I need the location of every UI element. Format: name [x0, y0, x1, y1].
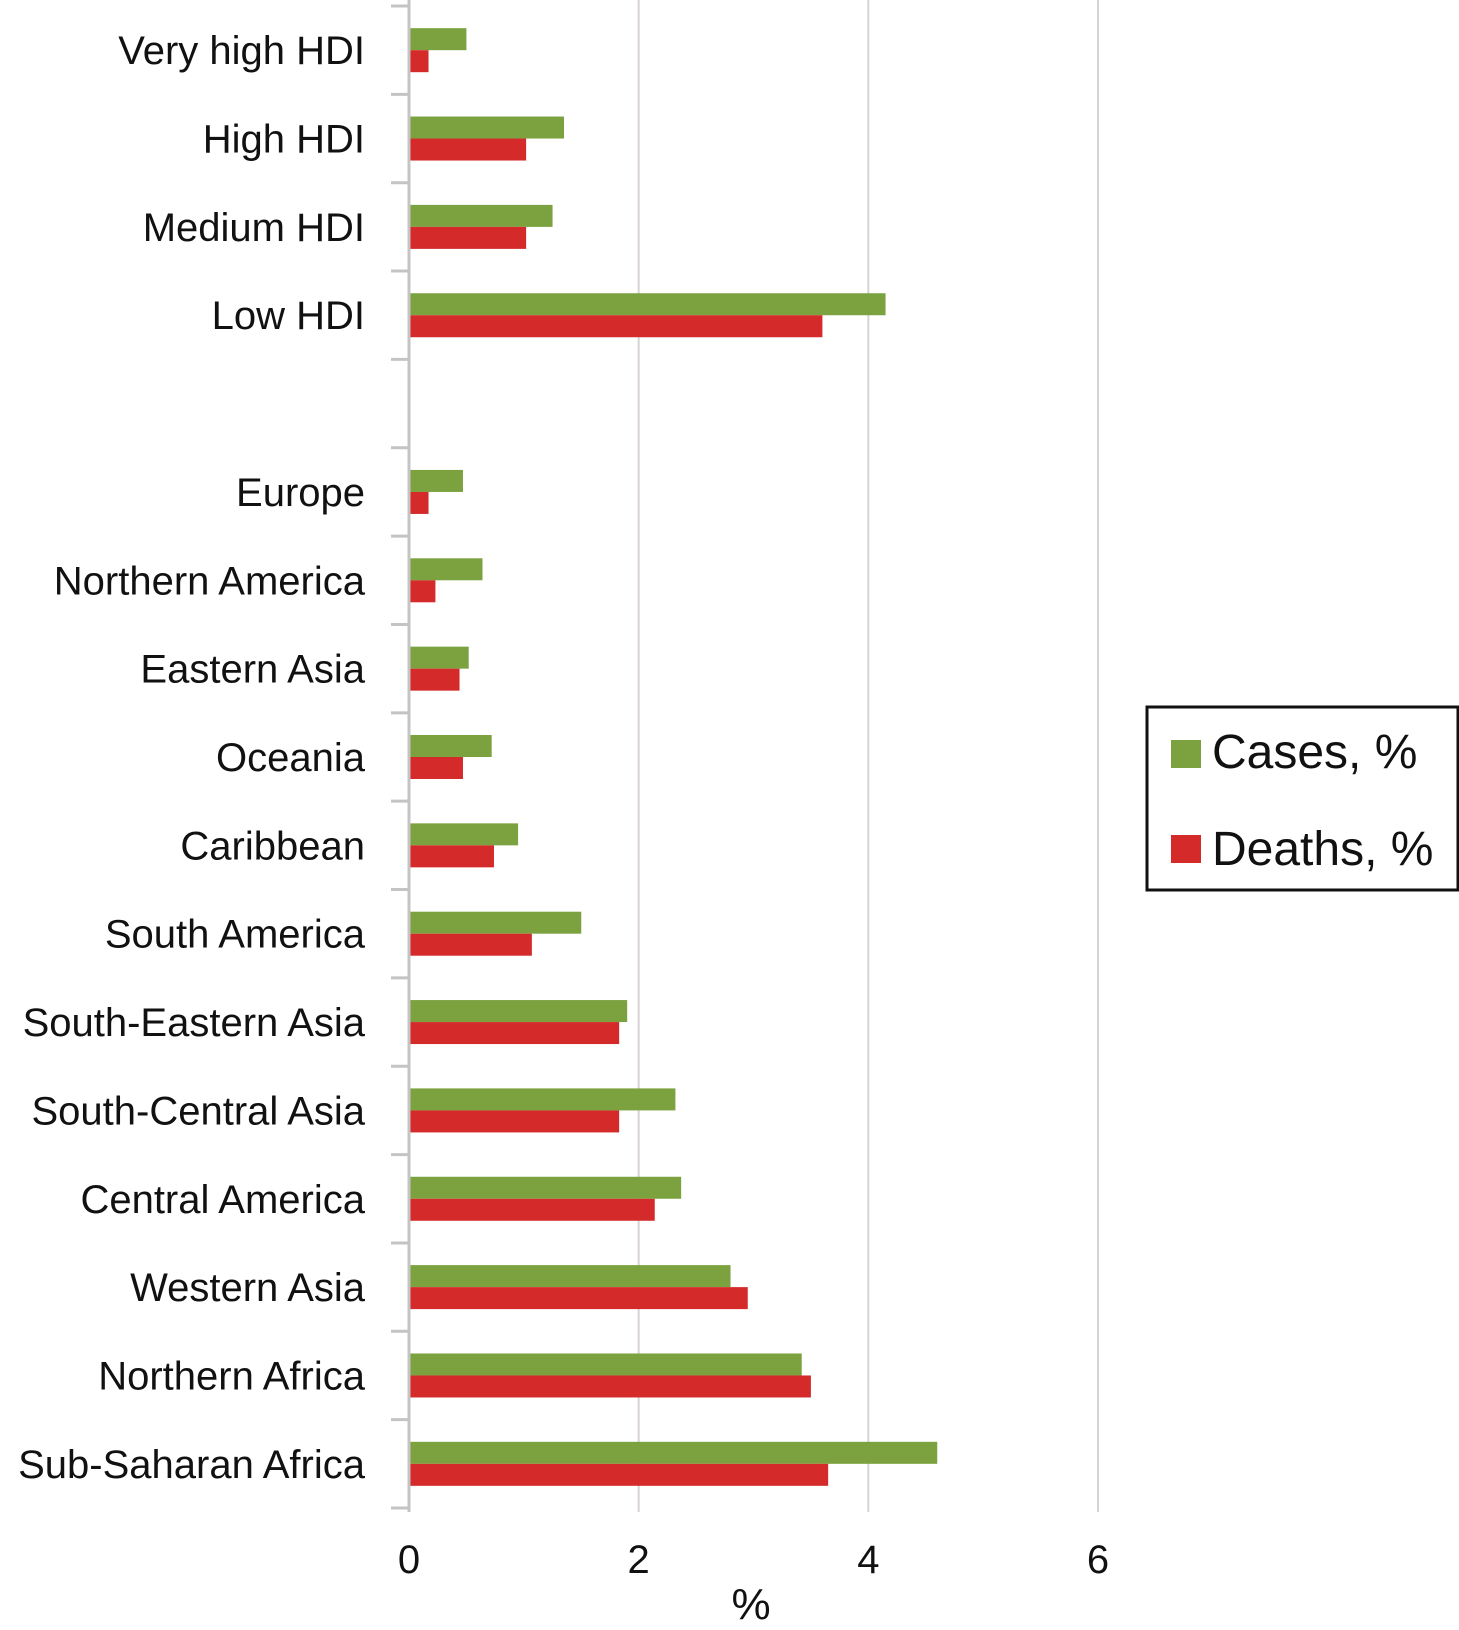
category-label-very-high-hdi: Very high HDI	[118, 29, 365, 73]
bar-cases-europe	[409, 469, 463, 492]
bar-cases-oceania	[409, 735, 492, 757]
category-label-south-central-asia: South-Central Asia	[31, 1089, 365, 1133]
legend-label-cases: Cases, %	[1212, 726, 1417, 779]
grid-lines	[637, 0, 1099, 1512]
legend-label-deaths: Deaths, %	[1212, 823, 1433, 876]
category-label-northern-america: Northern America	[54, 559, 366, 603]
legend: Cases, % Deaths, %	[1145, 705, 1459, 892]
bar-cases-south-america	[409, 911, 582, 934]
category-label-central-america: Central America	[80, 1178, 365, 1222]
bar-cases-northern-america	[409, 558, 483, 581]
bar-cases-high-hdi	[409, 116, 565, 139]
bar-deaths-high-hdi	[409, 138, 527, 161]
bar-cases-medium-hdi	[409, 204, 553, 227]
category-label-low-hdi: Low HDI	[212, 294, 365, 338]
legend-swatch-cases	[1171, 740, 1201, 768]
bar-deaths-medium-hdi	[409, 226, 527, 249]
bar-deaths-caribbean	[409, 845, 494, 868]
category-label-medium-hdi: Medium HDI	[143, 206, 365, 250]
bar-deaths-south-america	[409, 933, 532, 956]
bar-cases-very-high-hdi	[409, 28, 467, 51]
bar-deaths-northern-america	[409, 580, 436, 603]
x-tick-label-6: 6	[1087, 1538, 1109, 1582]
bar-deaths-low-hdi	[409, 315, 823, 338]
x-axis-title: %	[731, 1580, 770, 1629]
category-labels: Very high HDI High HDI Medium HDI Low HDI Eu…	[18, 29, 366, 1487]
bar-cases-south-eastern-asia	[409, 1000, 628, 1023]
category-label-sub-saharan-africa: Sub-Saharan Africa	[18, 1443, 366, 1487]
bar-cases-south-central-asia	[409, 1088, 676, 1111]
category-label-northern-africa: Northern Africa	[98, 1354, 366, 1398]
x-tick-label-2: 2	[628, 1538, 650, 1582]
bar-deaths-northern-africa	[409, 1375, 811, 1398]
category-label-south-america: South America	[105, 913, 366, 957]
legend-swatch-deaths	[1171, 835, 1201, 863]
x-tick-label-4: 4	[857, 1538, 879, 1582]
bar-deaths-oceania	[409, 757, 463, 779]
bar-deaths-europe	[409, 491, 429, 514]
bar-deaths-western-asia	[409, 1287, 748, 1310]
bar-cases-northern-africa	[409, 1353, 802, 1376]
bar-cases-eastern-asia	[409, 646, 469, 669]
bar-deaths-eastern-asia	[409, 668, 460, 691]
bar-deaths-central-america	[409, 1198, 655, 1221]
bar-cases-caribbean	[409, 823, 519, 846]
category-label-caribbean: Caribbean	[180, 824, 365, 868]
bar-cases-low-hdi	[409, 293, 886, 316]
bar-deaths-south-eastern-asia	[409, 1022, 620, 1045]
bar-cases-sub-saharan-africa	[409, 1441, 938, 1464]
bar-cases-central-america	[409, 1176, 682, 1199]
category-label-eastern-asia: Eastern Asia	[140, 648, 365, 692]
bar-deaths-south-central-asia	[409, 1110, 620, 1133]
bar-deaths-sub-saharan-africa	[409, 1463, 829, 1486]
x-tick-label-0: 0	[398, 1538, 420, 1582]
y-axis	[391, 0, 411, 1512]
bars	[409, 28, 938, 1486]
category-label-oceania: Oceania	[216, 736, 366, 780]
category-label-south-eastern-asia: South-Eastern Asia	[23, 1001, 366, 1045]
bar-deaths-very-high-hdi	[409, 50, 429, 73]
category-label-europe: Europe	[236, 471, 365, 515]
x-tick-labels: 0 2 4 6	[398, 1538, 1109, 1582]
bar-cases-western-asia	[409, 1265, 731, 1288]
category-label-western-asia: Western Asia	[130, 1266, 366, 1310]
category-label-high-hdi: High HDI	[203, 118, 365, 162]
